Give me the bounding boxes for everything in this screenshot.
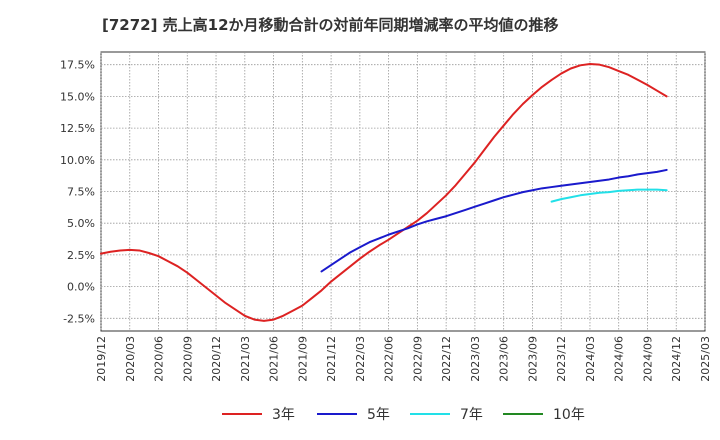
x-tick-label: 2020/03 [124, 336, 137, 382]
y-tick-label: 7.5% [67, 186, 95, 199]
legend-item: 7年 [410, 402, 483, 426]
x-tick-label: 2024/09 [641, 336, 654, 382]
x-axis-ticks: 2019/12 2020/03 2020/06 2020/09 2020/12 2021/… [95, 336, 712, 382]
series-lines [100, 63, 668, 322]
legend-item: 5年 [317, 402, 390, 426]
series-line-7年 [550, 188, 668, 203]
x-tick-label: 2025/03 [699, 336, 712, 382]
legend-swatch [503, 413, 543, 415]
series-line-5年 [320, 168, 668, 273]
y-tick-label: 10.0% [60, 154, 95, 167]
x-tick-label: 2022/09 [411, 336, 424, 382]
legend-label: 10年 [553, 407, 585, 423]
x-tick-label: 2023/09 [526, 336, 539, 382]
legend-label: 3年 [272, 407, 295, 423]
x-tick-label: 2023/03 [469, 336, 482, 382]
x-tick-label: 2022/06 [383, 336, 396, 382]
legend-label: 7年 [460, 407, 483, 423]
x-tick-label: 2022/03 [354, 336, 367, 382]
y-axis-ticks: -2.5% 0.0% 2.5% 5.0% 7.5% 10.0% 12.5% 15.0% 17.5… [60, 59, 95, 326]
y-tick-label: 2.5% [67, 249, 95, 262]
x-tick-label: 2024/12 [670, 336, 683, 382]
x-tick-label: 2024/06 [613, 336, 626, 382]
legend-swatch [317, 413, 357, 415]
x-tick-label: 2021/12 [325, 336, 338, 382]
x-tick-label: 2019/12 [95, 336, 108, 382]
x-tick-label: 2023/06 [498, 336, 511, 382]
legend-item: 10年 [503, 402, 585, 426]
legend-swatch [410, 413, 450, 415]
y-tick-label: 12.5% [60, 122, 95, 135]
x-tick-label: 2021/06 [268, 336, 281, 382]
y-tick-label: 17.5% [60, 59, 95, 72]
chart-title: [7272] 売上高12か月移動合計の対前年同期増減率の平均値の推移 [102, 16, 559, 34]
x-tick-label: 2020/09 [181, 336, 194, 382]
x-tick-label: 2020/06 [153, 336, 166, 382]
legend-label: 5年 [367, 407, 390, 423]
series-line-3年 [100, 63, 668, 322]
x-tick-label: 2024/03 [584, 336, 597, 382]
legend-item: 3年 [222, 402, 295, 426]
y-tick-label: 15.0% [60, 90, 95, 103]
y-tick-label: 0.0% [67, 281, 95, 294]
x-tick-label: 2020/12 [210, 336, 223, 382]
x-tick-label: 2022/12 [440, 336, 453, 382]
x-tick-label: 2023/12 [555, 336, 568, 382]
x-tick-label: 2021/09 [296, 336, 309, 382]
legend-swatch [222, 413, 262, 415]
legend: 3年 5年 7年 10年 [0, 402, 720, 426]
y-tick-label: -2.5% [63, 312, 95, 325]
y-tick-label: 5.0% [67, 217, 95, 230]
x-tick-label: 2021/03 [239, 336, 252, 382]
